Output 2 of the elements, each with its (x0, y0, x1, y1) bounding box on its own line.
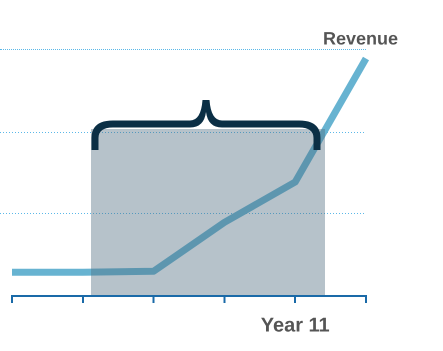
series-label: Revenue (322, 28, 398, 48)
text: Year 11 (260, 314, 330, 337)
